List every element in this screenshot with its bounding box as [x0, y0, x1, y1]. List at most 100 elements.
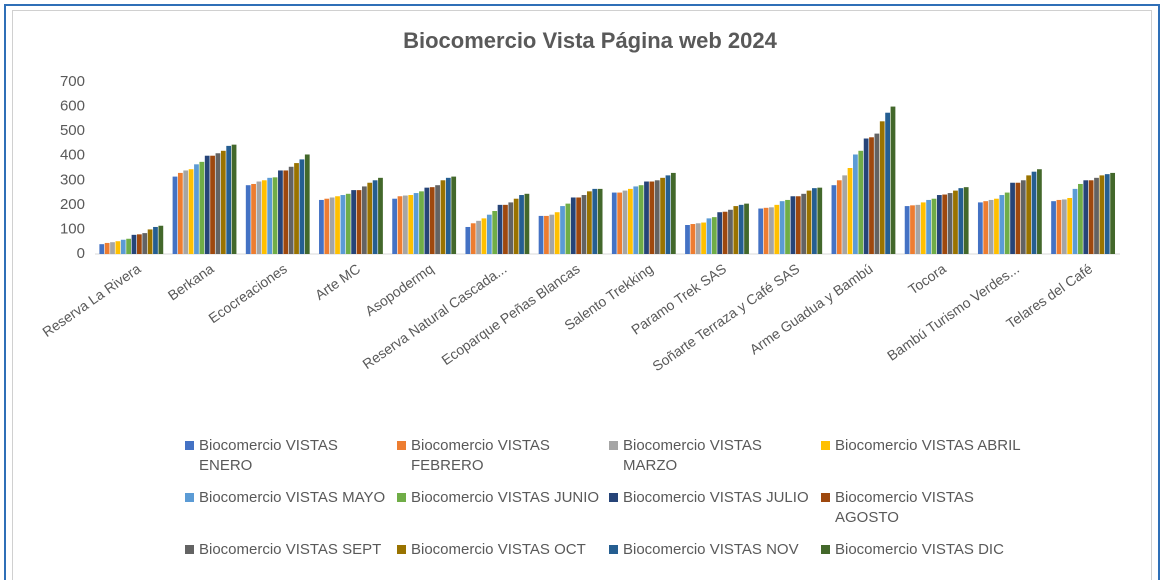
bar	[706, 218, 712, 254]
bar	[947, 193, 953, 254]
x-tick-label: Ecoparque Peñas Blancas	[438, 260, 582, 368]
legend-label: Biocomercio VISTAS ENERO	[199, 437, 338, 474]
bar	[1099, 175, 1105, 254]
bar	[863, 138, 869, 254]
bar	[131, 234, 137, 254]
legend-swatch	[397, 545, 406, 554]
bar	[251, 183, 256, 254]
bar	[476, 220, 481, 254]
bar	[1026, 175, 1032, 254]
x-tick-label: Soñarte Terraza y Café SAS	[649, 260, 802, 374]
bar	[110, 242, 115, 254]
bar	[158, 225, 164, 254]
bar	[890, 106, 896, 254]
x-tick-label: Asopodermq	[362, 260, 436, 319]
bar	[592, 188, 598, 254]
bar	[345, 193, 351, 254]
legend-swatch	[821, 545, 830, 554]
legend-entry: Biocomercio VISTAS MARZO	[609, 436, 814, 476]
bar	[1031, 171, 1037, 254]
bar	[299, 159, 305, 254]
legend-entry: Biocomercio VISTAS SEPT	[185, 540, 390, 560]
bar	[142, 233, 148, 254]
bar	[465, 226, 471, 254]
bar	[549, 214, 555, 254]
bar	[329, 197, 335, 254]
legend-swatch	[821, 441, 830, 450]
legend-swatch	[185, 493, 194, 502]
bar	[988, 199, 994, 254]
x-tick-label: Arme Guadua y Bambú	[747, 260, 876, 357]
legend-entry: Biocomercio VISTAS OCT	[397, 540, 602, 560]
bar	[367, 182, 373, 254]
x-tick-label: Bambú Turismo Verdes...	[884, 260, 1022, 363]
legend-label: Biocomercio VISTAS JULIO	[623, 489, 809, 506]
legend-entry: Biocomercio VISTAS JUNIO	[397, 488, 602, 508]
bar	[340, 195, 346, 254]
bar	[304, 154, 310, 254]
bar	[977, 202, 983, 254]
bar	[136, 234, 142, 254]
bar	[874, 133, 880, 254]
legend-swatch	[609, 441, 618, 450]
bar	[958, 188, 964, 254]
bar	[402, 195, 408, 254]
legend-swatch	[821, 493, 830, 502]
bar	[758, 208, 764, 254]
bar	[812, 188, 817, 254]
bar	[147, 229, 153, 254]
bar	[177, 172, 183, 254]
bar	[288, 166, 294, 254]
bar	[261, 180, 267, 254]
y-tick-label: 400	[60, 147, 85, 164]
bar	[565, 203, 571, 254]
window-frame	[4, 4, 1160, 580]
legend-swatch	[185, 441, 194, 450]
legend-label: Biocomercio VISTAS JUNIO	[411, 489, 600, 506]
chart-area	[12, 10, 1152, 580]
x-tick-label: Berkana	[165, 260, 217, 303]
bar	[847, 168, 853, 254]
bar	[172, 176, 178, 254]
bar	[711, 217, 717, 254]
bar	[931, 198, 937, 254]
bar	[638, 185, 644, 254]
bar	[440, 180, 446, 254]
bar	[858, 150, 864, 254]
bar	[953, 190, 958, 254]
bar	[769, 207, 774, 254]
legend-entry: Biocomercio VISTAS AGOSTO	[821, 488, 1026, 528]
bar	[492, 211, 498, 254]
bar	[774, 204, 780, 254]
bar	[220, 150, 226, 254]
bar	[1067, 197, 1073, 254]
bar	[644, 181, 649, 254]
legend-label: Biocomercio VISTAS ABRIL	[835, 437, 1021, 454]
bar	[361, 186, 367, 254]
bar	[785, 199, 790, 254]
bar	[524, 193, 530, 254]
bar	[795, 196, 801, 254]
bar	[597, 188, 603, 254]
bar	[915, 204, 921, 254]
bar	[1004, 192, 1010, 254]
y-tick-label: 100	[60, 220, 85, 237]
x-tick-label: Arte MC	[312, 260, 363, 303]
bar	[904, 206, 910, 254]
bar	[999, 195, 1005, 254]
y-tick-label: 200	[60, 196, 85, 213]
bar	[99, 244, 105, 254]
bar	[1061, 199, 1067, 254]
bar	[544, 215, 549, 254]
bar	[231, 144, 237, 254]
bar	[115, 241, 121, 254]
bar	[1104, 174, 1110, 254]
bar	[210, 155, 215, 254]
legend-entry: Biocomercio VISTAS FEBRERO	[397, 436, 602, 476]
bar	[665, 175, 671, 254]
legend-label: Biocomercio VISTAS AGOSTO	[835, 489, 974, 526]
bar	[738, 204, 744, 254]
legend-entry: Biocomercio VISTAS JULIO	[609, 488, 814, 508]
bar	[733, 206, 739, 254]
